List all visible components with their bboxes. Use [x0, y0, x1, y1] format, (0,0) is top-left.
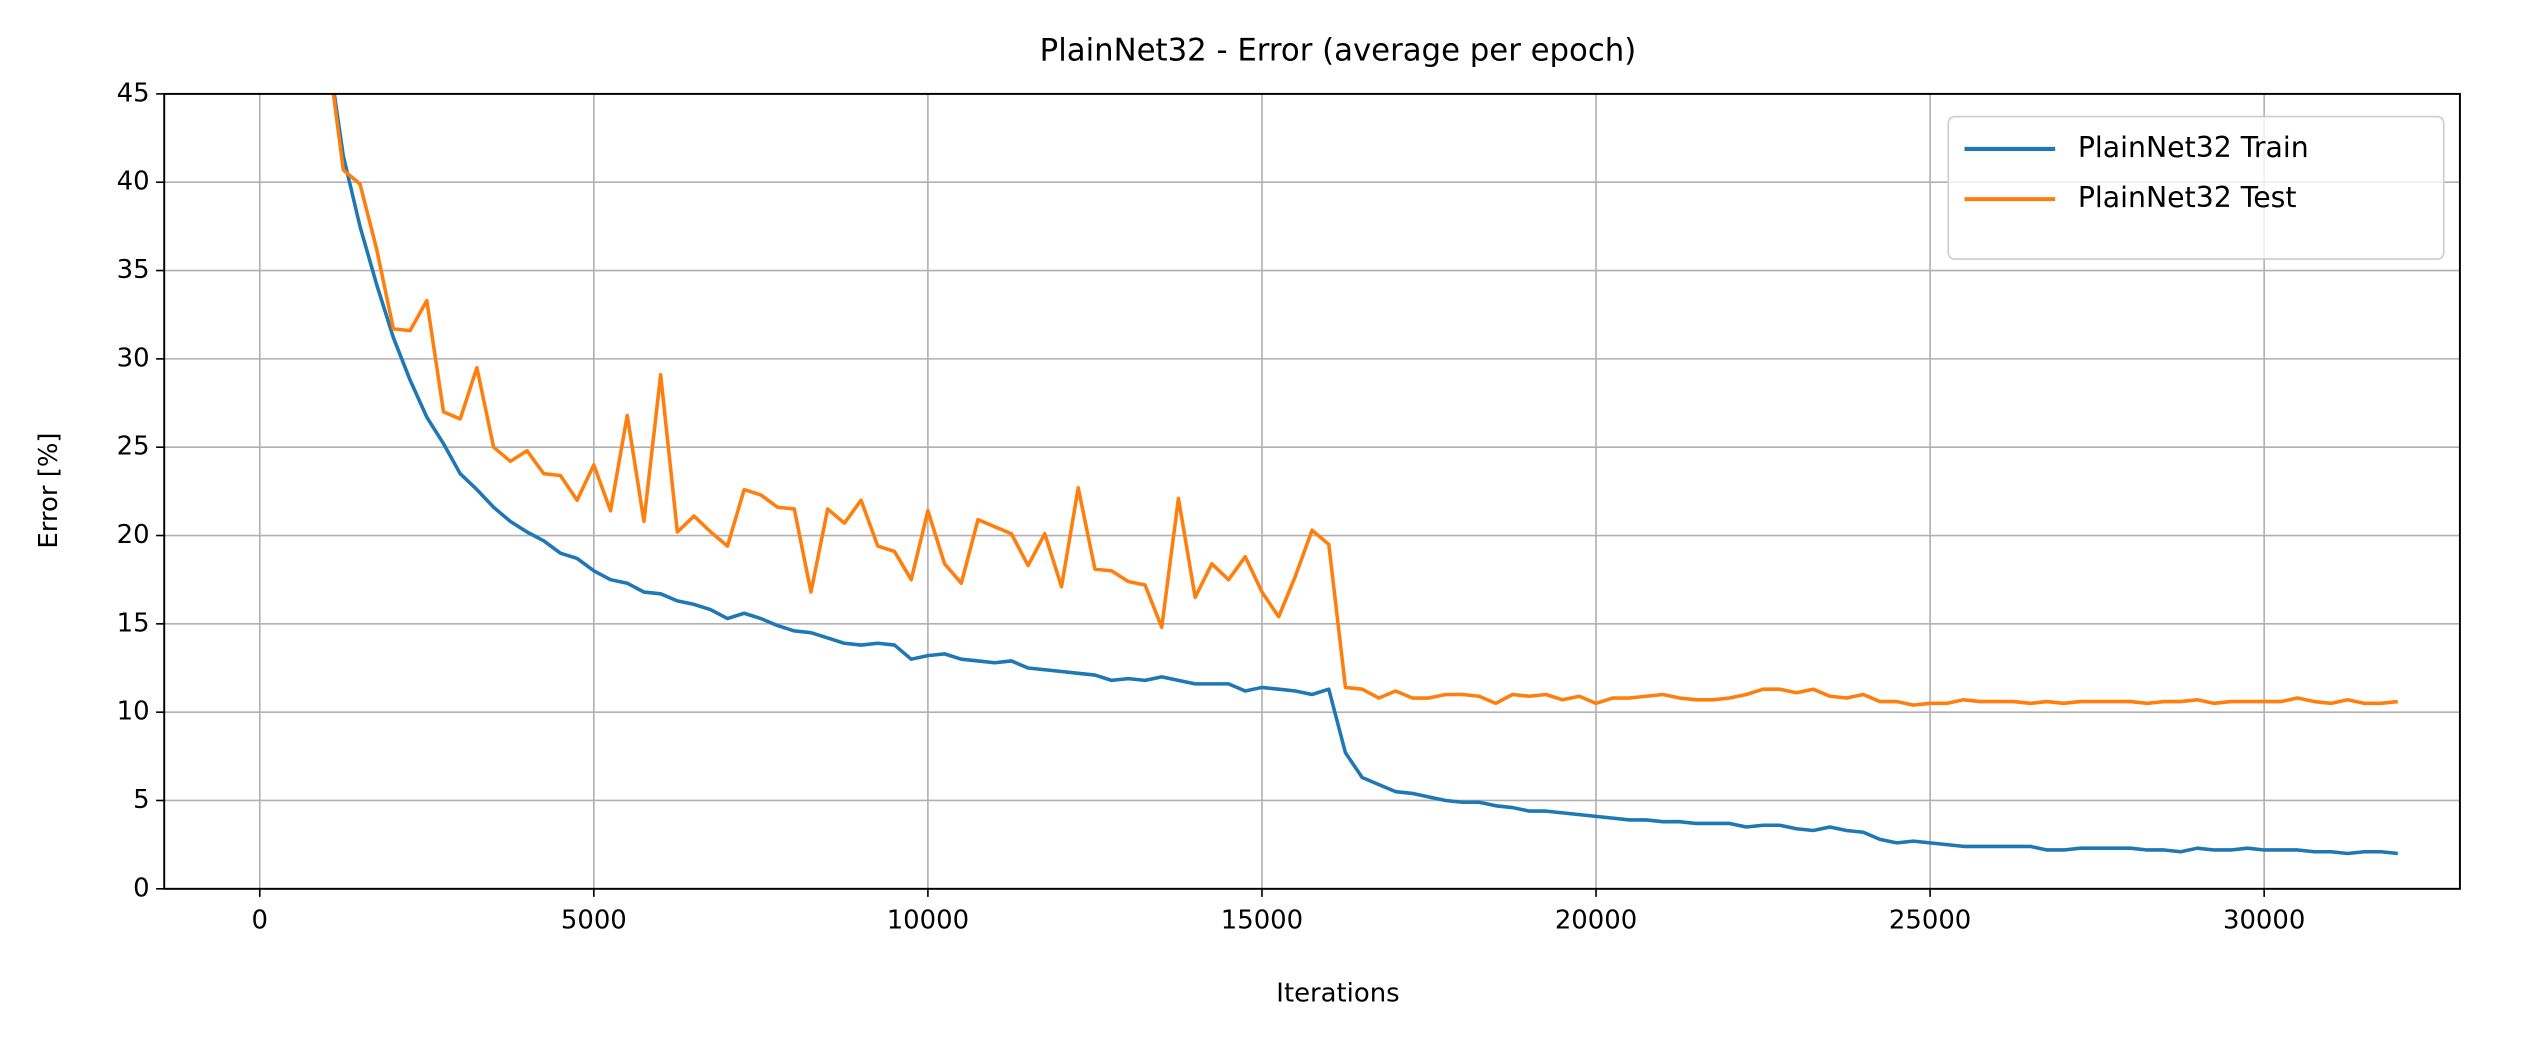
legend-box [1947, 115, 2445, 260]
x-tick-label: 10000 [887, 906, 969, 936]
x-tick-label: 20000 [1555, 906, 1637, 936]
legend: PlainNet32 Train PlainNet32 Test [1947, 115, 2445, 260]
y-tick-label: 10 [117, 697, 150, 727]
y-tick-label: 25 [117, 432, 150, 462]
y-tick-label: 15 [117, 608, 150, 638]
plot-frame [163, 92, 2461, 890]
y-tick-label: 0 [133, 873, 149, 903]
x-tick-label: 25000 [1889, 906, 1971, 936]
x-axis-label: Iterations [1276, 979, 1399, 1009]
series-line [332, 93, 2398, 856]
x-tick-label: 0 [252, 906, 268, 936]
y-tick-label: 35 [117, 255, 150, 285]
chart-title: PlainNet32 - Error (average per epoch) [1040, 32, 1637, 68]
y-tick-label: 45 [117, 78, 150, 108]
y-axis-label: Error [%] [34, 432, 64, 548]
y-tick-label: 30 [117, 343, 150, 373]
y-tick-label: 20 [117, 520, 150, 550]
legend-label: PlainNet32 Train [2078, 131, 2309, 164]
x-tick-label: 30000 [2223, 906, 2305, 936]
x-tick-label: 5000 [561, 906, 627, 936]
y-tick-label: 5 [133, 785, 149, 815]
y-tick-label: 40 [117, 167, 150, 197]
legend-label: PlainNet32 Test [2078, 181, 2297, 214]
series-line [331, 93, 2398, 707]
x-tick-label: 15000 [1221, 906, 1303, 936]
